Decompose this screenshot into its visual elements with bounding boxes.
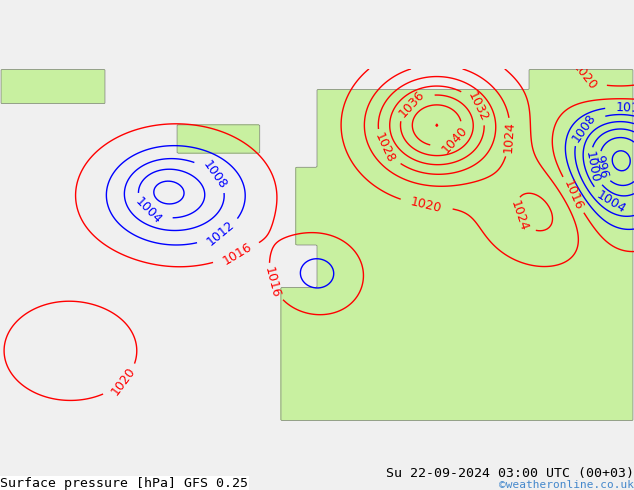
- Text: 1028: 1028: [372, 131, 398, 165]
- Text: 1008: 1008: [569, 111, 598, 145]
- Text: 1032: 1032: [465, 90, 491, 123]
- Text: 1016: 1016: [220, 240, 254, 268]
- Text: 1020: 1020: [108, 365, 138, 398]
- Text: 1024: 1024: [508, 199, 530, 233]
- Text: 1012: 1012: [616, 101, 634, 115]
- Text: 1004: 1004: [133, 195, 164, 226]
- Text: 1024: 1024: [502, 121, 517, 153]
- Text: 1000: 1000: [583, 150, 602, 184]
- Text: 1040: 1040: [439, 123, 470, 156]
- Text: 1008: 1008: [200, 158, 230, 192]
- Text: ©weatheronline.co.uk: ©weatheronline.co.uk: [499, 480, 634, 490]
- Text: 1004: 1004: [594, 188, 628, 216]
- Text: Surface pressure [hPa] GFS 0.25: Surface pressure [hPa] GFS 0.25: [0, 477, 248, 490]
- Text: 1020: 1020: [569, 59, 600, 93]
- Text: 1036: 1036: [396, 88, 427, 120]
- Text: 1012: 1012: [204, 219, 237, 248]
- Text: 1016: 1016: [561, 178, 585, 212]
- Text: Su 22-09-2024 03:00 UTC (00+03): Su 22-09-2024 03:00 UTC (00+03): [386, 467, 634, 480]
- Text: 1016: 1016: [262, 265, 282, 299]
- Text: 1020: 1020: [410, 196, 443, 216]
- Text: 996: 996: [592, 154, 610, 180]
